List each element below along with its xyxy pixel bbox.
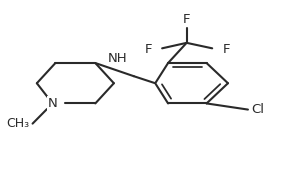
Text: F: F — [183, 13, 190, 26]
Text: F: F — [144, 43, 152, 56]
Text: F: F — [223, 43, 230, 56]
Text: CH₃: CH₃ — [6, 117, 29, 130]
Text: Cl: Cl — [251, 103, 264, 116]
Text: N: N — [48, 97, 57, 110]
Text: NH: NH — [108, 52, 127, 65]
